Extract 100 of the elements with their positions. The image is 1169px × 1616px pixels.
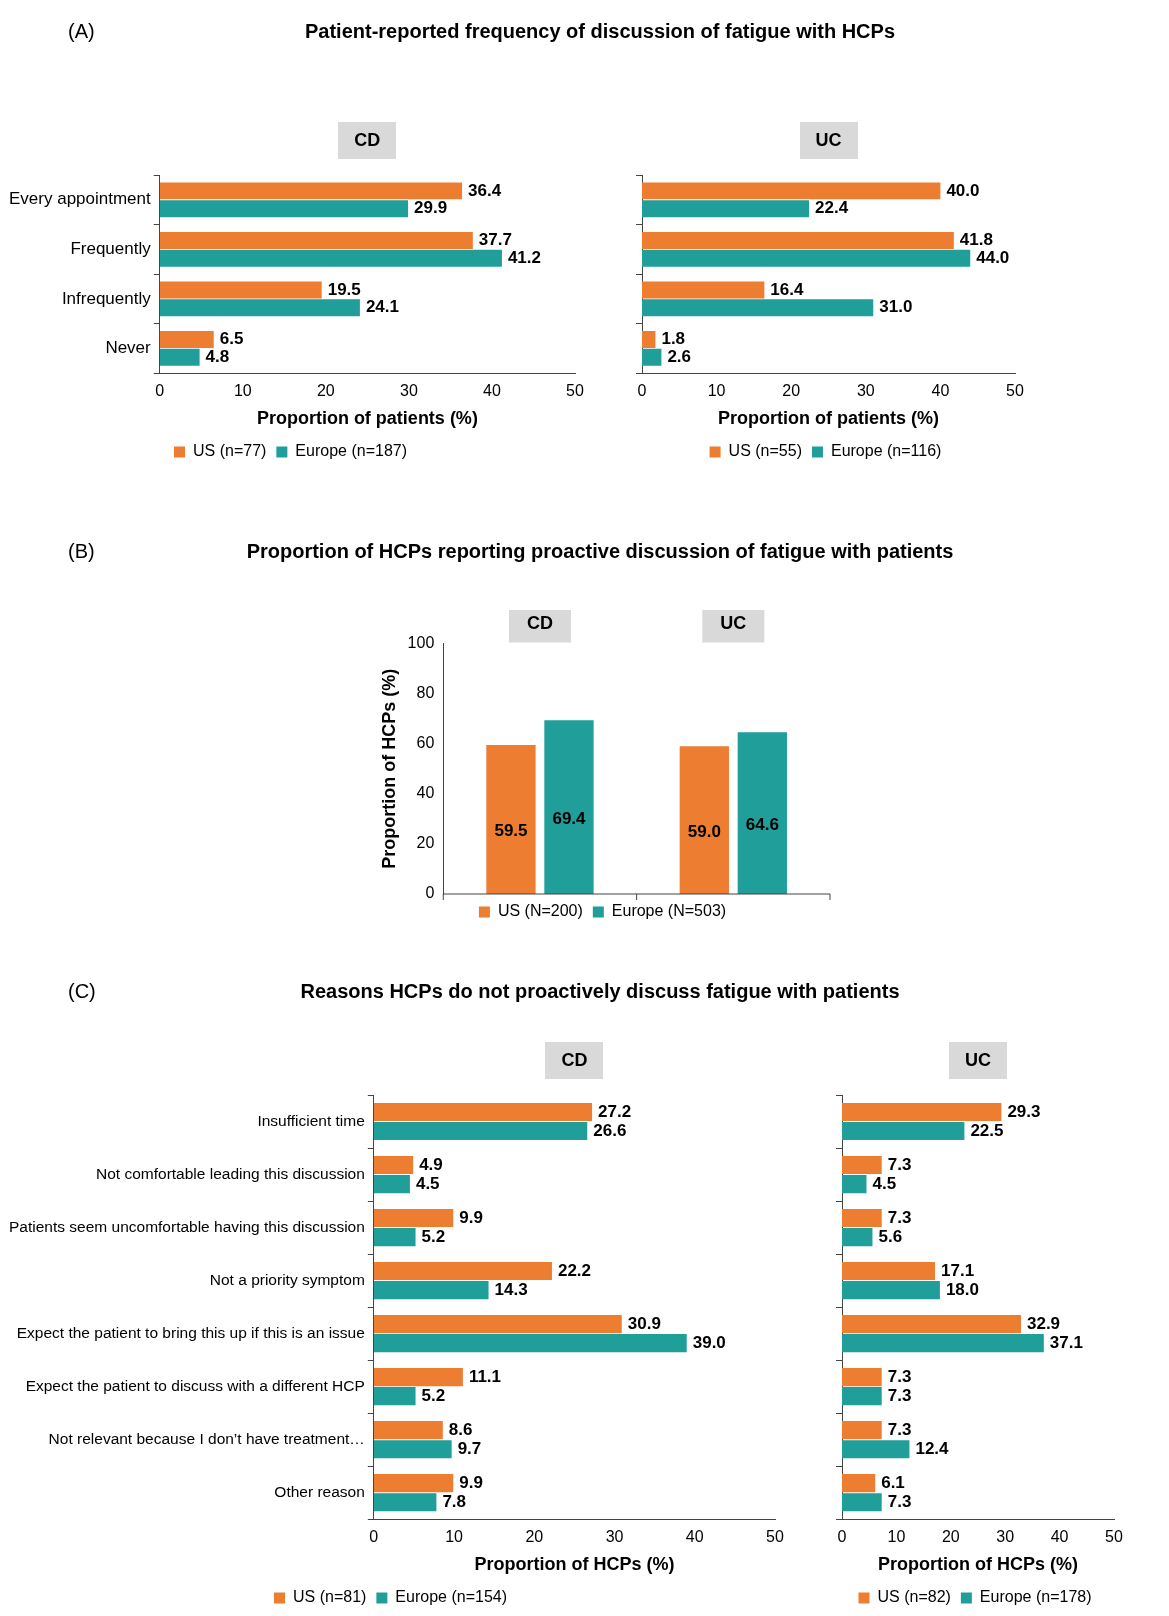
data-label: 4.5 — [415, 1173, 440, 1193]
x-tick-label: 20 — [941, 1528, 960, 1546]
x-tick-label: 10 — [707, 382, 726, 400]
data-label: 17.1 — [941, 1260, 975, 1280]
data-label: 29.9 — [414, 198, 448, 218]
legend-label: US (n=81) — [293, 1588, 367, 1606]
y-tick-label: Frequently — [70, 239, 152, 259]
chart-subtitle: UC — [799, 122, 858, 159]
bar — [842, 1474, 876, 1493]
bar — [373, 1175, 410, 1194]
bar — [373, 1228, 416, 1247]
data-label: 18.0 — [945, 1279, 980, 1299]
bar — [373, 1315, 622, 1334]
bar — [642, 249, 971, 267]
data-label: 59.0 — [687, 821, 721, 841]
legend-label: Europe (n=154) — [395, 1588, 508, 1606]
x-tick-label: 20 — [782, 382, 801, 400]
data-label: 5.2 — [421, 1385, 446, 1405]
x-tick-label: 20 — [525, 1528, 544, 1546]
bar — [842, 1387, 882, 1406]
chart-subtitle: UC — [949, 1042, 1007, 1079]
x-tick-label: 40 — [685, 1528, 704, 1546]
bar — [159, 281, 322, 299]
data-label: 24.1 — [365, 297, 399, 317]
y-tick-label: 60 — [416, 734, 435, 752]
data-label: 7.8 — [442, 1491, 467, 1511]
legend-label: US (n=77) — [193, 442, 267, 460]
data-label: 7.3 — [887, 1491, 912, 1511]
data-label: 69.4 — [552, 808, 587, 828]
bar — [842, 1368, 882, 1387]
bar — [642, 200, 810, 218]
bar — [842, 1334, 1044, 1353]
y-tick-label: 0 — [425, 884, 435, 902]
bar — [159, 182, 463, 200]
data-label: 22.2 — [557, 1260, 592, 1280]
y-tick-label: Expect the patient to bring this up if this is an issue — [16, 1323, 365, 1341]
data-label: 9.9 — [459, 1207, 483, 1227]
x-axis-title: Proportion of HCPs (%) — [878, 1554, 1078, 1575]
x-tick-label: 20 — [316, 382, 335, 400]
x-tick-label: 10 — [887, 1528, 906, 1546]
x-tick-label: 40 — [931, 382, 950, 400]
data-label: 26.6 — [593, 1120, 627, 1140]
bar — [842, 1121, 965, 1141]
y-tick-label: Not relevant because I don’t have treatment… — [48, 1429, 365, 1447]
data-label: 6.5 — [219, 329, 244, 349]
legend-label: Europe (n=187) — [295, 442, 408, 460]
bar — [842, 1102, 1002, 1122]
x-tick-label: 40 — [1050, 1528, 1069, 1546]
data-label: 22.5 — [970, 1120, 1004, 1140]
y-tick-label: Never — [105, 338, 152, 358]
x-axis-title: Proportion of patients (%) — [256, 408, 478, 429]
bar — [842, 1208, 882, 1228]
x-tick-label: 0 — [637, 382, 647, 400]
y-tick-label: Insufficient time — [257, 1111, 365, 1129]
bar — [842, 1228, 873, 1247]
data-label: 32.9 — [1026, 1313, 1061, 1333]
bar — [737, 732, 787, 894]
data-label: 7.3 — [887, 1207, 912, 1227]
x-tick-label: 50 — [1105, 1528, 1123, 1546]
y-tick-label: Not a priority symptom — [209, 1270, 365, 1288]
x-tick-label: 50 — [566, 382, 584, 400]
x-tick-label: 50 — [1006, 382, 1024, 400]
bar — [842, 1261, 936, 1281]
bar — [679, 746, 729, 894]
bar — [159, 299, 360, 317]
bar — [159, 331, 214, 348]
bar — [642, 231, 954, 249]
y-tick-label: Infrequently — [61, 288, 152, 308]
chart-subtitle: CD — [545, 1042, 604, 1079]
bar — [373, 1155, 414, 1175]
data-label: 4.5 — [872, 1173, 897, 1193]
text: (A) — [68, 20, 95, 43]
x-tick-label: 0 — [155, 382, 165, 400]
bar — [373, 1421, 443, 1440]
y-tick-label: Expect the patient to discuss with a different HCP — [25, 1376, 365, 1394]
y-axis-title: Proportion of HCPs (%) — [378, 668, 399, 869]
data-label: 1.8 — [661, 329, 686, 349]
legend-label: Europe (n=116) — [830, 442, 942, 460]
data-label: 9.9 — [459, 1472, 483, 1492]
data-label: 22.4 — [815, 198, 849, 218]
bar — [642, 182, 941, 200]
x-tick-label: 30 — [400, 382, 418, 400]
y-tick-label: Patients seem uncomfortable having this discussion — [9, 1217, 365, 1235]
bar — [373, 1387, 416, 1406]
bar — [842, 1281, 940, 1300]
y-tick-label: 100 — [407, 634, 435, 652]
bar — [159, 348, 200, 366]
x-tick-label: 50 — [766, 1528, 784, 1546]
bar — [373, 1102, 593, 1122]
x-tick-label: 30 — [996, 1528, 1015, 1546]
data-label: 11.1 — [468, 1366, 502, 1386]
data-label: 4.8 — [205, 347, 230, 367]
y-tick-label: 80 — [416, 684, 435, 702]
data-label: 37.1 — [1049, 1332, 1083, 1352]
data-label: 7.3 — [887, 1419, 912, 1439]
data-label: 31.0 — [879, 297, 913, 317]
bar — [373, 1334, 687, 1353]
y-tick-label: Other reason — [274, 1482, 365, 1500]
data-label: 9.7 — [457, 1438, 482, 1458]
data-label: 29.3 — [1007, 1101, 1041, 1121]
